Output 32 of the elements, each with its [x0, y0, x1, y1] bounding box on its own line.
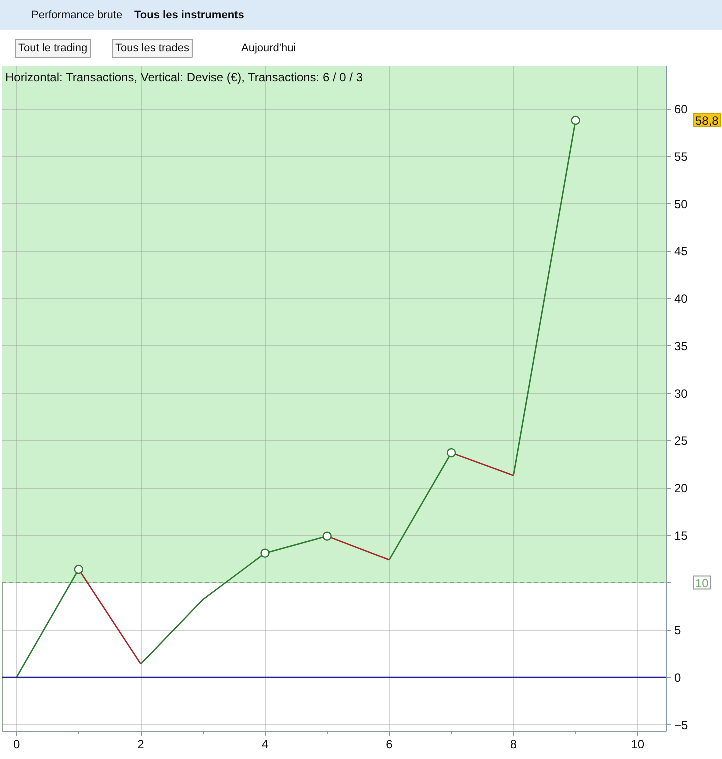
text: 58,8 — [696, 114, 720, 128]
text: Tous les instruments — [134, 10, 244, 22]
text: Aujourd'hui — [242, 42, 296, 54]
y-tick-label: 5 — [674, 624, 682, 638]
y-tick-label: 55 — [674, 150, 688, 164]
point — [571, 116, 580, 126]
x-tick-label: 8 — [510, 738, 518, 752]
y-tick-label: 40 — [674, 292, 688, 306]
y-tick-label: 60 — [674, 102, 688, 117]
x-tick-label: 2 — [138, 738, 145, 752]
y-tick-label: 20 — [674, 482, 688, 496]
x-tick-label: 4 — [262, 738, 269, 752]
chart-title: Horizontal: Transactions, Vertical: Devise (€), Transactions: 6 / 0 / 3 — [6, 70, 364, 84]
text: Tout le trading — [18, 42, 88, 54]
y-tick-label: 0 — [674, 671, 682, 686]
text: Tous les trades — [116, 42, 190, 54]
y-tick-label: 45 — [674, 244, 688, 259]
y-tick-label: −5 — [674, 718, 689, 732]
point — [260, 548, 270, 558]
y-tick-label: 25 — [674, 434, 688, 448]
y-tick-label: 35 — [674, 339, 688, 354]
point — [446, 448, 456, 458]
point — [322, 532, 332, 541]
point — [74, 564, 84, 574]
text: Performance brute — [32, 10, 123, 22]
ref-line-label: 10 — [696, 576, 710, 590]
y-tick-label: 50 — [674, 197, 688, 212]
x-tick-label: 6 — [386, 738, 394, 752]
x-tick-label: 0 — [13, 738, 20, 752]
y-tick-label: 15 — [674, 528, 688, 543]
y-tick-label: 30 — [674, 386, 688, 401]
x-tick-label: 10 — [631, 738, 645, 752]
